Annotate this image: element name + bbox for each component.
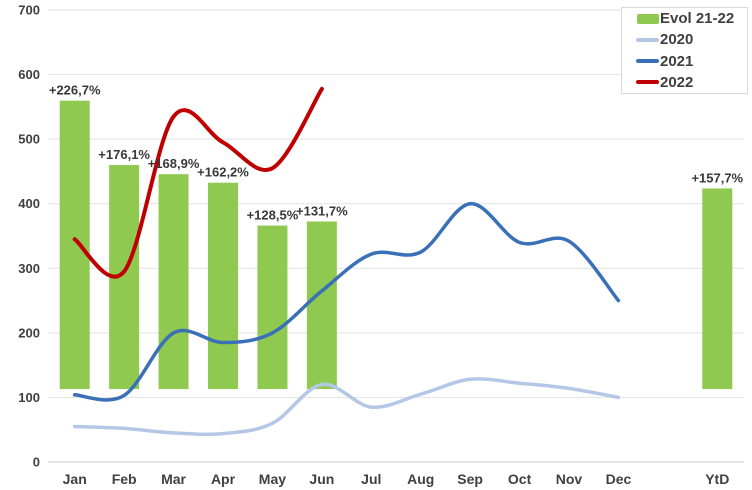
bar-evol-jan [59,100,90,390]
legend-swatch-icon [636,59,659,64]
x-axis-label: Sep [457,471,483,487]
bar-evol-may [257,225,288,390]
legend-label: 2022 [660,73,694,91]
legend-label: 2021 [660,52,694,70]
x-axis-label: Oct [508,471,532,487]
legend-swatch-icon [636,80,659,85]
y-axis-tick-label: 600 [18,67,40,82]
x-axis-label: Jul [361,471,381,487]
legend-swatch-icon [636,37,659,42]
x-axis-label: May [259,471,286,487]
y-axis-tick-label: 300 [18,261,40,276]
bar-evol-jun [306,221,337,390]
x-axis-label: Feb [112,471,137,487]
line-2022 [72,86,324,279]
bar-value-label: +226,7% [49,83,101,98]
legend-label: Evol 21-22 [660,10,735,28]
y-axis-tick-label: 400 [18,196,40,211]
bar-value-label: +128,5% [247,208,299,223]
chart-legend: Evol 21-22 2020 2021 2022 [621,7,748,94]
bar-value-label: +176,1% [98,147,150,162]
x-axis-label: YtD [705,471,729,487]
bar-value-label: +168,9% [148,156,200,171]
y-axis-tick-label: 700 [18,3,40,18]
x-axis-label: Aug [407,471,434,487]
x-axis-label: Apr [211,471,236,487]
x-axis-label: Mar [161,471,186,487]
line-2021 [72,201,621,402]
legend-item-2021: 2021 [622,51,747,72]
y-axis-tick-label: 200 [18,325,40,340]
legend-item-2020: 2020 [622,29,747,50]
legend-item-2022: 2022 [622,72,747,93]
x-axis-label: Jan [63,471,87,487]
legend-item-evol-21-22: Evol 21-22 [622,8,747,29]
x-axis-label: Nov [556,471,583,487]
bar-value-label: +131,7% [296,204,348,219]
y-axis-tick-label: 500 [18,132,40,147]
bar-evol-ytd [702,188,733,390]
line-2020 [72,377,621,437]
x-axis-label: Jun [309,471,334,487]
legend-label: 2020 [660,31,694,49]
bar-evol-apr [208,182,238,390]
x-axis-label: Dec [606,471,632,487]
y-axis-tick-label: 100 [18,390,40,405]
bar-value-label: +157,7% [691,170,743,185]
y-axis-tick-label: 0 [33,455,40,470]
bar-evol-mar [158,174,189,390]
legend-swatch-icon [637,13,659,24]
bar-value-label: +162,2% [197,165,249,180]
